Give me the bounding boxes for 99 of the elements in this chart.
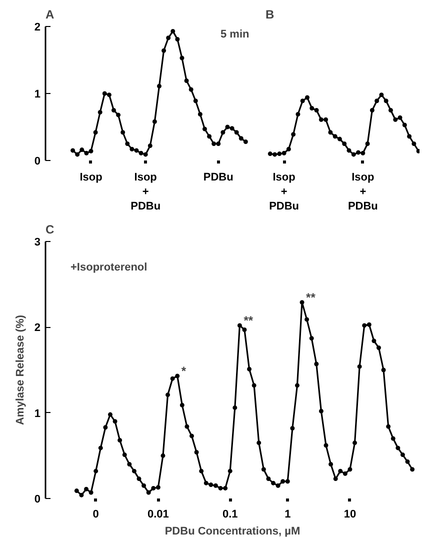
point: [207, 134, 212, 139]
x-tick-label: 0: [92, 508, 99, 520]
point: [398, 115, 402, 120]
data-label: **: [306, 290, 316, 304]
point: [310, 106, 314, 110]
point: [184, 78, 189, 84]
point: [272, 152, 278, 157]
point: [102, 91, 107, 96]
point: [360, 150, 366, 156]
y-axis-title: Amylase Release (%): [14, 314, 26, 426]
point: [243, 139, 248, 144]
point: [282, 150, 286, 156]
x-tick-label: 0.1: [222, 508, 238, 520]
point: [125, 142, 130, 146]
point: [291, 132, 296, 137]
point: [416, 148, 420, 154]
point: [225, 124, 230, 130]
point: [212, 142, 216, 146]
x-tick-label: PDBu: [203, 172, 234, 184]
y-tick-label: 0: [34, 156, 41, 168]
x-axis-title: PDBu Concentrations, µM: [164, 526, 300, 538]
point: [238, 136, 244, 141]
point: [198, 112, 202, 117]
data-label: *: [181, 364, 186, 378]
point: [75, 152, 80, 157]
x-tick-label: Isop + PDBu: [269, 172, 300, 212]
point: [393, 117, 398, 122]
point: [318, 117, 324, 122]
point: [143, 152, 148, 157]
x-tick-label: 10: [344, 508, 356, 520]
point: [93, 130, 98, 135]
point: [337, 136, 342, 142]
point: [202, 126, 207, 132]
point: [216, 142, 221, 146]
point: [98, 110, 102, 115]
point: [370, 108, 374, 112]
x-tick-label: 1: [284, 508, 291, 520]
point: [365, 142, 370, 146]
point: [106, 92, 112, 98]
point: [84, 150, 89, 156]
point: [111, 108, 116, 112]
annotation: 5 min: [220, 28, 250, 40]
point: [277, 152, 282, 156]
point: [384, 98, 388, 104]
point: [70, 148, 76, 153]
point: [152, 119, 157, 124]
chart-title: A: [46, 8, 54, 22]
point: [88, 148, 94, 154]
y-tick-label: 2: [34, 322, 41, 334]
x-tick-label: Isop: [80, 172, 103, 184]
point: [324, 117, 328, 122]
point: [314, 108, 319, 112]
x-tick-label: Isop + PDBu: [130, 172, 161, 212]
y-tick-label: 2: [34, 22, 41, 34]
point: [412, 142, 416, 146]
point: [148, 144, 152, 148]
chart-title: C: [46, 222, 54, 236]
point: [388, 108, 393, 112]
point: [116, 112, 121, 118]
point: [356, 150, 361, 155]
point: [268, 152, 272, 156]
point: [304, 95, 310, 100]
point: [407, 134, 412, 139]
point: [332, 134, 338, 139]
point: [170, 28, 176, 34]
point: [130, 146, 134, 152]
y-tick-label: 0: [34, 494, 41, 506]
point: [379, 92, 384, 98]
point: [134, 148, 139, 153]
x-tick-label: Isop + PDBu: [348, 172, 378, 212]
point: [180, 56, 184, 60]
point: [346, 148, 352, 153]
point: [175, 36, 180, 42]
point: [230, 126, 234, 131]
x-tick-label: 0.01: [147, 508, 169, 520]
point: [374, 98, 380, 104]
point: [286, 146, 291, 152]
point: [193, 98, 198, 104]
point: [156, 84, 162, 88]
y-tick-label: 3: [34, 236, 41, 248]
point: [296, 112, 300, 117]
point: [162, 48, 166, 53]
point: [80, 148, 84, 152]
annotation: +Isoproterenol: [70, 262, 148, 274]
point: [342, 142, 347, 146]
data-label: **: [244, 313, 254, 328]
point: [402, 122, 407, 128]
point: [120, 130, 126, 135]
y-tick-label: 1: [34, 408, 41, 420]
point: [138, 150, 144, 156]
point: [234, 130, 239, 135]
point: [328, 130, 333, 135]
point: [166, 36, 171, 40]
y-tick-label: 1: [34, 88, 41, 100]
chart-title: B: [266, 8, 274, 22]
point: [351, 152, 356, 157]
point: [300, 98, 305, 104]
point: [188, 87, 194, 92]
point: [220, 130, 226, 135]
